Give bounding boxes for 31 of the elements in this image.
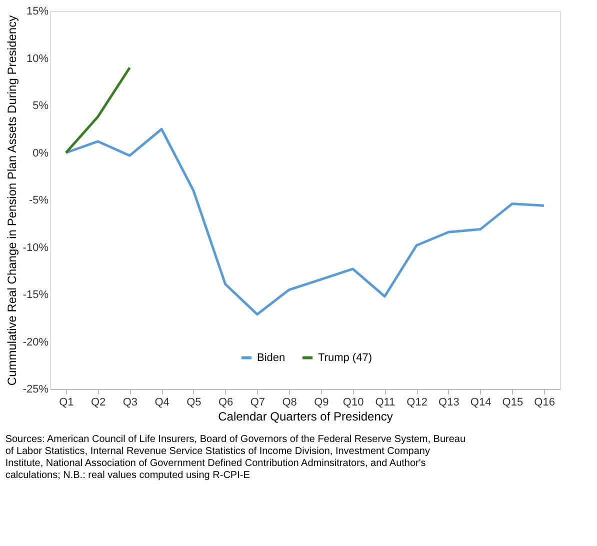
x-tick-label: Q6	[218, 396, 234, 408]
x-tick-label: Q5	[186, 396, 202, 408]
y-tick-label: 10%	[26, 52, 49, 65]
legend-label: Biden	[257, 352, 286, 364]
x-tick-label: Q3	[122, 396, 138, 408]
x-tick-label: Q12	[406, 396, 428, 408]
x-tick-label: Q4	[154, 396, 170, 408]
x-tick-label: Q7	[250, 396, 266, 408]
y-tick-label: -10%	[22, 242, 49, 254]
y-tick-label: 5%	[32, 100, 49, 112]
x-tick-label: Q15	[502, 396, 524, 408]
y-tick-label: -20%	[22, 336, 49, 348]
y-tick-label: -15%	[22, 289, 49, 301]
y-tick-label: 0%	[32, 147, 49, 160]
x-tick-label: Q13	[438, 396, 460, 408]
x-tick-label: Q11	[375, 396, 396, 408]
legend-label: Trump (47)	[318, 352, 372, 364]
y-tick-label: 15%	[26, 6, 49, 18]
source-note: Sources: American Council of Life Insurers, Board of Governors of the Federal Reserve System, Bureau of Labor Statistics, Internal Revenue Service Statistics of Income Division, Investment Company Institute, National Association of Government Defined Contribution Adminsitrators, and Author's calculations; N.B.: real values computed using R-CPI-E	[5, 434, 466, 481]
x-tick-label: Q9	[314, 396, 329, 408]
x-tick-label: Q8	[282, 396, 297, 408]
y-tick-label: -5%	[28, 194, 49, 206]
x-tick-label: Q10	[342, 396, 364, 408]
y-tick-label: -25%	[22, 384, 49, 396]
x-tick-label: Q2	[90, 396, 106, 408]
y-axis-title: Cummulative Real Change in Pension Plan Assets During Presidency	[4, 15, 19, 386]
x-tick-label: Q16	[534, 396, 555, 408]
x-tick-label: Q1	[59, 396, 74, 408]
x-axis-title: Calendar Quarters of Presidency	[218, 410, 393, 424]
line-series	[64, 128, 546, 316]
x-tick-label: Q14	[470, 396, 492, 408]
